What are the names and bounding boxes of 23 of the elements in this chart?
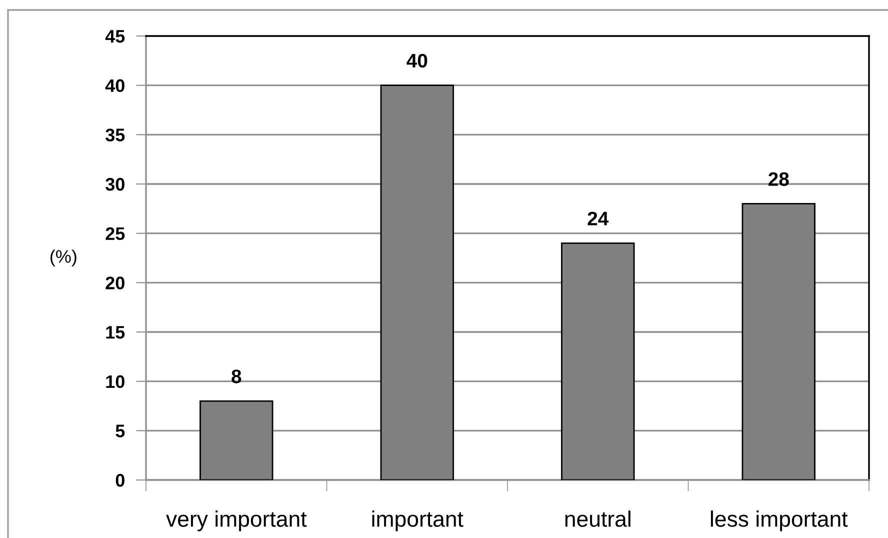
- bar: [200, 400, 274, 480]
- y-axis-title: (%): [50, 250, 76, 266]
- y-tick-label: 40: [105, 79, 124, 92]
- bar: [561, 242, 635, 480]
- y-tick-label: 15: [106, 326, 125, 339]
- data-label: 28: [768, 172, 789, 186]
- data-label: 40: [406, 54, 428, 68]
- x-tick-label: neutral: [565, 510, 630, 527]
- data-label: 24: [588, 212, 609, 226]
- x-tick-label: important: [372, 510, 464, 532]
- y-tick-label: 45: [105, 30, 125, 43]
- y-tick-label: 20: [106, 276, 124, 290]
- x-tick-label: less important: [710, 510, 848, 532]
- y-tick-label: 25: [106, 227, 125, 240]
- y-tick-label: 0: [116, 474, 124, 487]
- bar: [742, 203, 816, 480]
- x-tick-label: very important: [166, 510, 307, 532]
- y-tick-label: 5: [116, 424, 125, 438]
- y-tick-label: 35: [106, 128, 125, 142]
- data-label: 8: [232, 370, 242, 384]
- bar: [380, 84, 454, 480]
- y-tick-label: 30: [106, 178, 124, 191]
- y-tick-label: 10: [106, 375, 124, 388]
